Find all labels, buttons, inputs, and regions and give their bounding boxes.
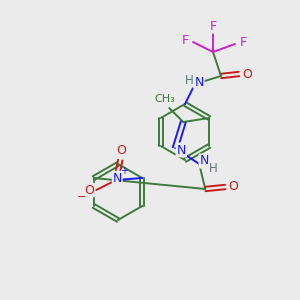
Text: O: O — [228, 181, 238, 194]
Text: −: − — [76, 192, 86, 202]
Text: H: H — [209, 161, 218, 175]
Text: O: O — [116, 145, 126, 158]
Text: N: N — [177, 143, 186, 157]
Text: F: F — [239, 35, 247, 49]
Text: N: N — [194, 76, 204, 88]
Text: O: O — [242, 68, 252, 80]
Text: F: F — [209, 20, 217, 32]
Text: N: N — [112, 172, 122, 184]
Text: CH₃: CH₃ — [155, 94, 176, 104]
Text: N: N — [200, 154, 209, 167]
Text: +: + — [120, 166, 128, 176]
Text: F: F — [182, 34, 189, 46]
Text: O: O — [84, 184, 94, 196]
Text: H: H — [184, 74, 194, 86]
